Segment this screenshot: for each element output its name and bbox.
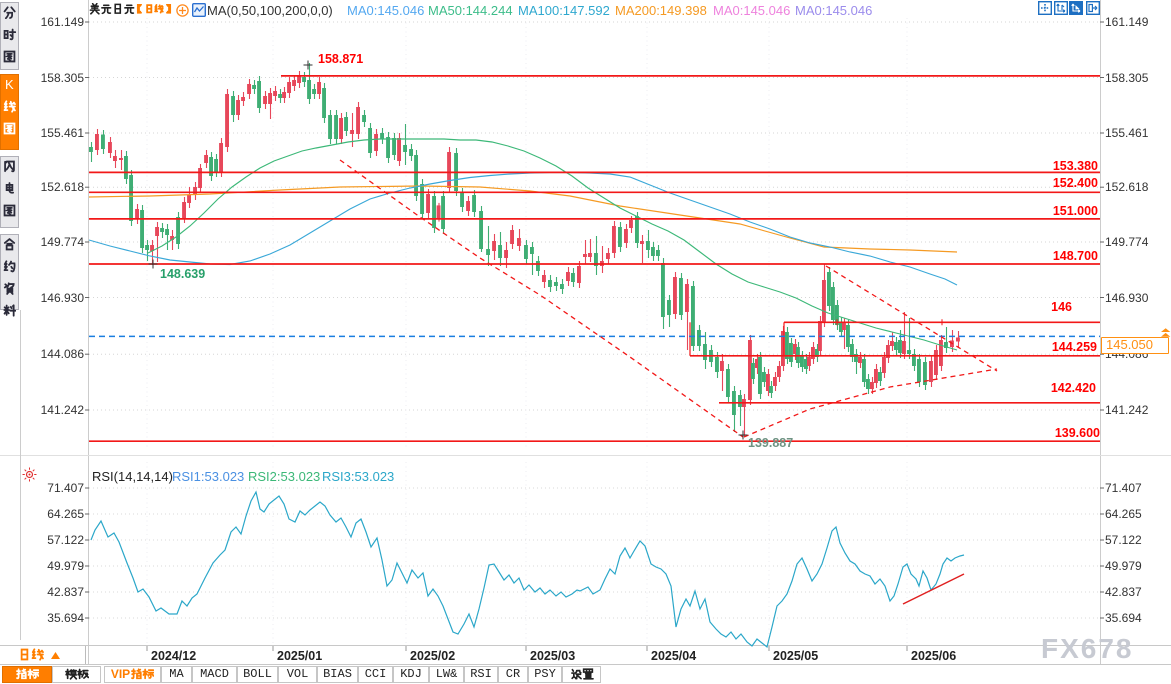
svg-text:K: K xyxy=(5,78,14,91)
